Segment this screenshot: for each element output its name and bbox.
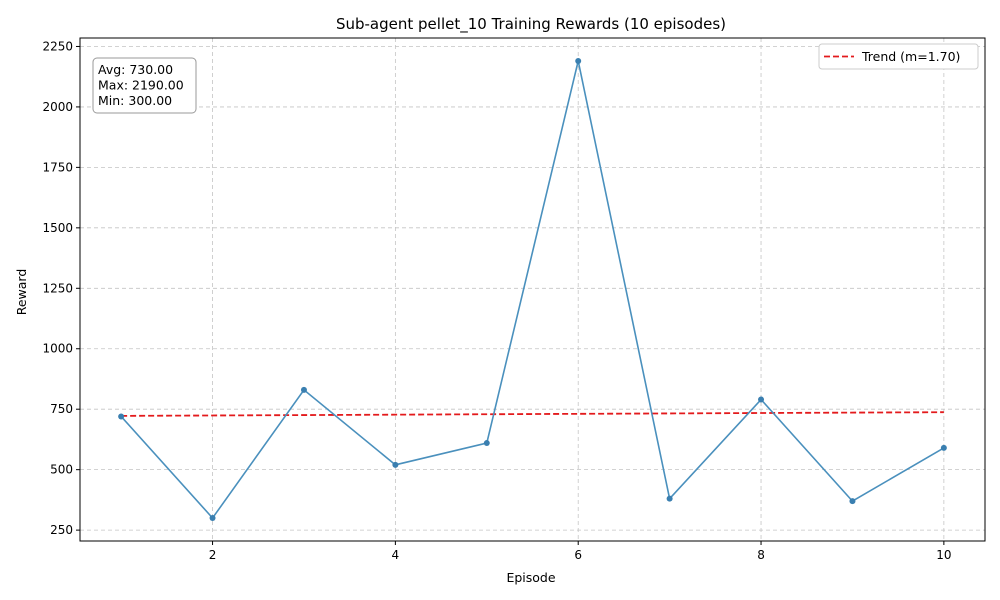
x-tick-label: 8: [757, 548, 765, 562]
x-axis: 2 4 6 8 10: [209, 541, 952, 562]
data-point: [666, 495, 673, 502]
data-point: [118, 413, 125, 420]
data-point: [758, 396, 765, 403]
x-axis-label: Episode: [506, 570, 555, 585]
legend-frame: [818, 43, 979, 70]
data-point: [209, 515, 216, 522]
chart-title: Sub-agent pellet_10 Training Rewards (10…: [336, 15, 726, 34]
x-tick-label: 10: [936, 548, 951, 562]
stats-line: Avg: 730.00: [98, 62, 173, 77]
y-tick-label: 2250: [42, 39, 73, 53]
legend-label: Trend (m=1.70): [861, 49, 960, 64]
x-tick-label: 2: [209, 548, 217, 562]
grid: [80, 38, 985, 541]
data-point: [849, 498, 856, 505]
data-point: [575, 57, 582, 64]
x-tick-label: 4: [392, 548, 400, 562]
data-point: [483, 440, 490, 447]
y-tick-label: 500: [50, 463, 73, 477]
stats-line: Max: 2190.00: [98, 78, 184, 93]
data-point: [300, 386, 307, 393]
trend-line: [121, 411, 944, 417]
y-tick-label: 750: [50, 402, 73, 416]
x-tick-label: 6: [574, 548, 582, 562]
y-axis: 250 500 750 1000 1250 1500 1750 2000 2250: [42, 39, 80, 537]
reward-line: [120, 60, 945, 520]
legend: Trend (m=1.70): [818, 43, 979, 70]
plot-area: [79, 37, 986, 542]
series-layer: [118, 57, 947, 522]
y-tick-label: 250: [50, 523, 73, 537]
data-point: [392, 461, 399, 468]
data-point: [940, 444, 947, 451]
y-tick-label: 1000: [42, 342, 73, 356]
stats-box-frame: [92, 57, 197, 114]
y-axis-label: Reward: [14, 269, 29, 316]
y-tick-label: 2000: [42, 100, 73, 114]
y-tick-label: 1500: [42, 221, 73, 235]
y-tick-label: 1250: [42, 281, 73, 295]
y-tick-label: 1750: [42, 160, 73, 174]
stats-line: Min: 300.00: [98, 93, 172, 108]
